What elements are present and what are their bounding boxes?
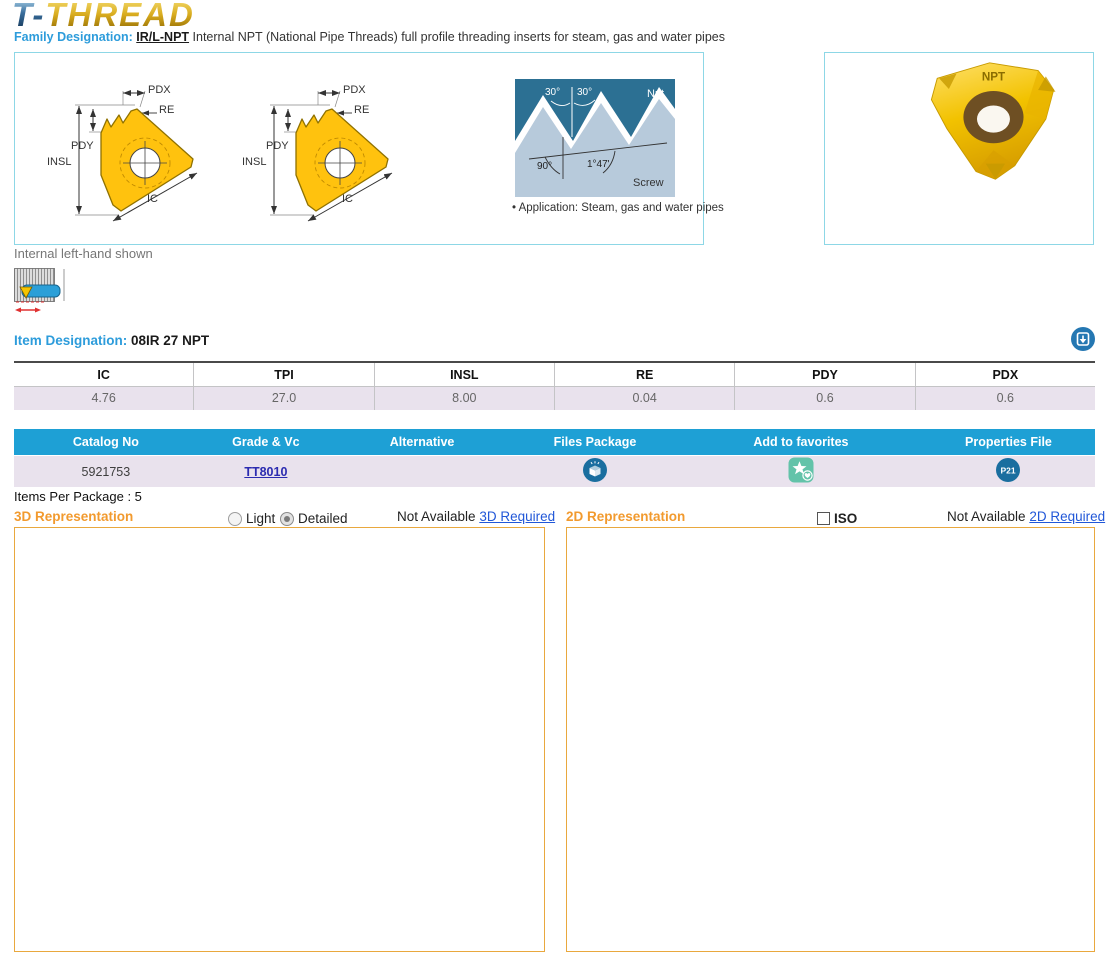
dimensions-table-values-row: 4.76 27.0 8.00 0.04 0.6 0.6	[14, 387, 1095, 410]
dim-header-pdx: PDX	[915, 363, 1095, 387]
insert-dimension-drawing: INSL PDY PDX RE IC	[242, 84, 393, 222]
product-photo-panel: NPT	[824, 52, 1094, 245]
insl-dim-label: INSL	[242, 156, 266, 168]
ic-dim-label: IC	[147, 193, 158, 205]
logo-part-thread: THREAD	[45, 0, 195, 33]
family-designation-label: Family Designation:	[14, 30, 133, 44]
link-2d-required[interactable]: 2D Required	[1029, 509, 1106, 524]
t-thread-logo: T-THREAD	[12, 0, 195, 34]
radio-detailed-circle[interactable]	[280, 511, 294, 526]
toolholder-thumbnail-svg	[14, 268, 65, 313]
insert-drawing-2: INSL PDY PDX RE IC	[240, 75, 435, 232]
nut-label: Nut	[647, 88, 664, 100]
catalog-table-row: 5921753 TT8010	[14, 456, 1095, 487]
dim-header-insl: INSL	[374, 363, 555, 387]
package-box-icon[interactable]	[582, 457, 608, 486]
catalog-number: 5921753	[81, 464, 131, 479]
technical-diagram-panel: INSL PDY PDX RE IC	[14, 52, 724, 245]
insert-photo-svg: NPT	[930, 62, 1056, 180]
pdy-dim-label: PDY	[71, 140, 94, 152]
dim-header-tpi: TPI	[194, 363, 375, 387]
insl-dim-label: INSL	[47, 156, 71, 168]
dimensions-table-header: IC TPI INSL RE PDY PDX	[14, 363, 1095, 387]
representation-3d-title: 3D Representation	[14, 509, 134, 524]
cat-header-catalog-no: Catalog No	[72, 435, 139, 449]
orientation-caption: Internal left-hand shown	[14, 246, 153, 261]
dim-header-ic: IC	[14, 363, 195, 387]
logo-part-t: T-	[12, 0, 45, 33]
thread-profile-figure: Nut Screw 30° 30° 90° 1°47'	[515, 79, 675, 202]
dim-value-ic: 4.76	[14, 387, 195, 410]
radio-light-circle[interactable]	[228, 511, 242, 526]
dim-value-tpi: 27.0	[194, 387, 375, 410]
dimensions-table: IC TPI INSL RE PDY PDX 4.76 27.0 8.00 0.…	[14, 361, 1095, 410]
viewer-3d-area	[14, 527, 545, 952]
dim-value-pdx: 0.6	[915, 387, 1095, 410]
cat-header-grade-vc: Grade & Vc	[232, 435, 300, 449]
grade-link[interactable]: TT8010	[244, 464, 288, 479]
insert-marking-text: NPT	[982, 70, 1005, 83]
flank-angle-left-label: 30°	[545, 87, 560, 98]
dim-value-re: 0.04	[554, 387, 736, 410]
radio-detailed[interactable]: Detailed	[280, 511, 348, 526]
flank-angle-right-label: 30°	[577, 87, 592, 98]
family-code-link[interactable]: IR/L-NPT	[136, 30, 190, 44]
status-3d: Not Available 3D Required	[397, 509, 555, 524]
pdx-dim-label: PDX	[343, 84, 366, 96]
p21-badge-icon[interactable]: P21	[995, 457, 1021, 486]
radio-light[interactable]: Light	[228, 511, 275, 526]
p21-badge-text: P21	[1001, 466, 1016, 476]
pdy-dim-label: PDY	[266, 140, 289, 152]
insert-dimension-drawing: INSL PDY PDX RE IC	[47, 84, 198, 222]
dim-header-pdy: PDY	[735, 363, 916, 387]
catalog-table-header: Catalog No Grade & Vc Alternative Files …	[14, 429, 1095, 456]
catalog-table: Catalog No Grade & Vc Alternative Files …	[14, 429, 1095, 487]
download-icon[interactable]	[1070, 326, 1096, 352]
iso-checkbox[interactable]	[817, 512, 830, 525]
screw-label: Screw	[633, 177, 664, 189]
item-designation-line: Item Designation: 08IR 27 NPT	[14, 333, 209, 348]
re-dim-label: RE	[354, 104, 369, 116]
taper-angle-label: 1°47'	[587, 159, 610, 170]
status-2d: Not Available 2D Required	[947, 509, 1105, 524]
toolholder-thumbnail[interactable]	[14, 268, 66, 318]
item-designation-label: Item Designation:	[14, 333, 128, 348]
viewer-2d-area	[566, 527, 1095, 952]
status-3d-text: Not Available	[397, 509, 476, 524]
pdx-dim-label: PDX	[148, 84, 171, 96]
application-note: • Application: Steam, gas and water pipe…	[512, 202, 724, 214]
iso-checkbox-control[interactable]: ISO	[817, 511, 857, 526]
representation-2d-title: 2D Representation	[566, 509, 686, 524]
application-bullet: •	[512, 202, 517, 214]
family-designation-line: Family Designation: IR/L-NPT Internal NP…	[14, 30, 725, 44]
radio-light-label: Light	[246, 511, 276, 526]
insert-drawing-1: INSL PDY PDX RE IC	[45, 75, 240, 232]
dim-header-re: RE	[554, 363, 736, 387]
link-3d-required[interactable]: 3D Required	[479, 509, 556, 524]
items-per-package: Items Per Package : 5	[14, 489, 142, 504]
item-designation-value: 08IR 27 NPT	[131, 333, 210, 348]
cat-header-properties-file: Properties File	[965, 435, 1052, 449]
iso-checkbox-label: ISO	[834, 511, 858, 526]
re-dim-label: RE	[159, 104, 174, 116]
square-angle-label: 90°	[537, 161, 552, 172]
radio-detailed-label: Detailed	[298, 511, 348, 526]
star-favorite-icon[interactable]	[788, 457, 814, 486]
ic-dim-label: IC	[342, 193, 353, 205]
dim-value-pdy: 0.6	[735, 387, 916, 410]
application-text: Application: Steam, gas and water pipes	[518, 202, 724, 214]
status-2d-text: Not Available	[947, 509, 1026, 524]
family-description: Internal NPT (National Pipe Threads) ful…	[192, 30, 725, 44]
dim-value-insl: 8.00	[374, 387, 555, 410]
insert-photo: NPT	[900, 57, 1085, 222]
thread-profile-svg: Nut Screw 30° 30° 90° 1°47'	[515, 79, 675, 197]
cat-header-files-package: Files Package	[553, 435, 637, 449]
cat-header-add-favorites: Add to favorites	[753, 435, 849, 449]
cat-header-alternative: Alternative	[389, 435, 455, 449]
